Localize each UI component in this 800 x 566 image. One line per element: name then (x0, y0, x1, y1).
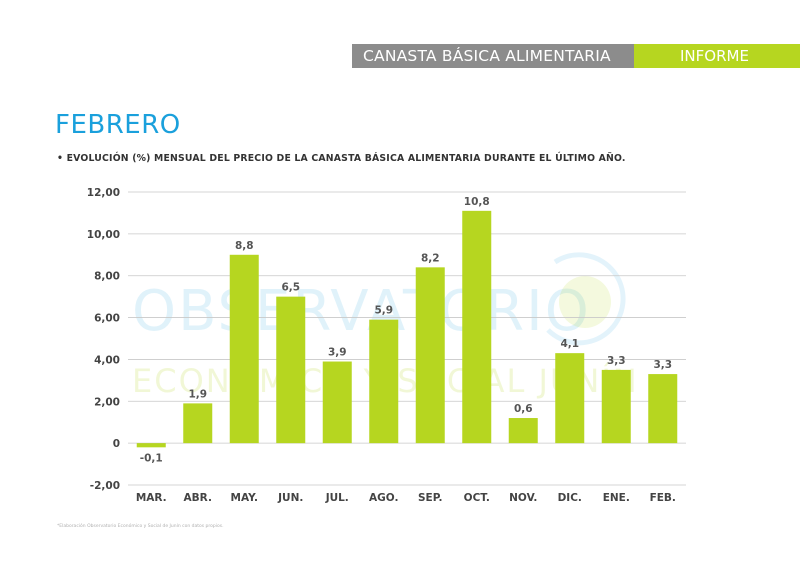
y-tick-label: -2,00 (90, 480, 120, 492)
header-section-label: CANASTA BÁSICA ALIMENTARIA (352, 44, 634, 68)
data-label: 8,8 (235, 240, 254, 252)
bar (229, 254, 259, 444)
data-label: 0,6 (514, 403, 533, 415)
y-tick-label: 12,00 (87, 187, 120, 199)
chart-title: • EVOLUCIÓN (%) MENSUAL DEL PRECIO DE LA… (57, 153, 626, 164)
x-tick-label: ENE. (603, 492, 630, 504)
data-label: 4,1 (560, 338, 579, 350)
bar (136, 443, 166, 448)
chart-bars (136, 210, 678, 448)
x-tick-label: AGO. (369, 492, 398, 504)
page-title: FEBRERO (55, 110, 181, 140)
footnote: *Elaboración Observatorio Económico y So… (57, 524, 224, 529)
y-tick-label: 0 (113, 438, 120, 450)
watermark-arc (546, 252, 626, 346)
data-label: 10,8 (464, 196, 490, 208)
x-tick-label: MAR. (136, 492, 167, 504)
x-tick-label: NOV. (509, 492, 537, 504)
x-tick-label: DIC. (558, 492, 582, 504)
data-label: -0,1 (140, 452, 163, 464)
data-label: 3,3 (653, 359, 672, 371)
x-tick-label: OCT. (464, 492, 490, 504)
data-label: 5,9 (374, 305, 393, 317)
x-tick-label: JUN. (277, 492, 303, 504)
bar (415, 267, 445, 444)
data-label: 1,9 (188, 388, 207, 400)
y-tick-label: 2,00 (94, 396, 120, 408)
x-tick-label: SEP. (418, 492, 443, 504)
x-tick-label: JUL. (325, 492, 349, 504)
x-tick-label: ABR. (184, 492, 212, 504)
watermark-dot (559, 276, 611, 328)
x-tick-label: MAY. (231, 492, 258, 504)
bar (369, 319, 399, 444)
bar (183, 403, 213, 444)
header-report-label: INFORME (634, 44, 800, 68)
y-tick-label: 10,00 (87, 229, 120, 241)
chart-labels: 12,00 10,00 8,00 6,00 4,00 2,00 0 -2,00 -0,1 MAR.… (87, 187, 676, 504)
watermark-main: OBSERVATORIO (132, 279, 591, 344)
bar (648, 374, 678, 444)
bar (601, 369, 631, 444)
y-tick-label: 6,00 (94, 313, 120, 325)
y-tick-label: 8,00 (94, 271, 120, 283)
x-tick-label: FEB. (650, 492, 676, 504)
data-label: 8,2 (421, 252, 440, 264)
data-label: 3,9 (328, 347, 347, 359)
chart-grid (128, 191, 686, 486)
bar (508, 418, 538, 444)
bar (322, 361, 352, 444)
y-tick-label: 4,00 (94, 354, 120, 366)
data-label: 6,5 (281, 282, 300, 294)
data-label: 3,3 (607, 355, 626, 367)
bar (276, 296, 306, 444)
bar (555, 353, 585, 444)
bar (462, 210, 492, 444)
